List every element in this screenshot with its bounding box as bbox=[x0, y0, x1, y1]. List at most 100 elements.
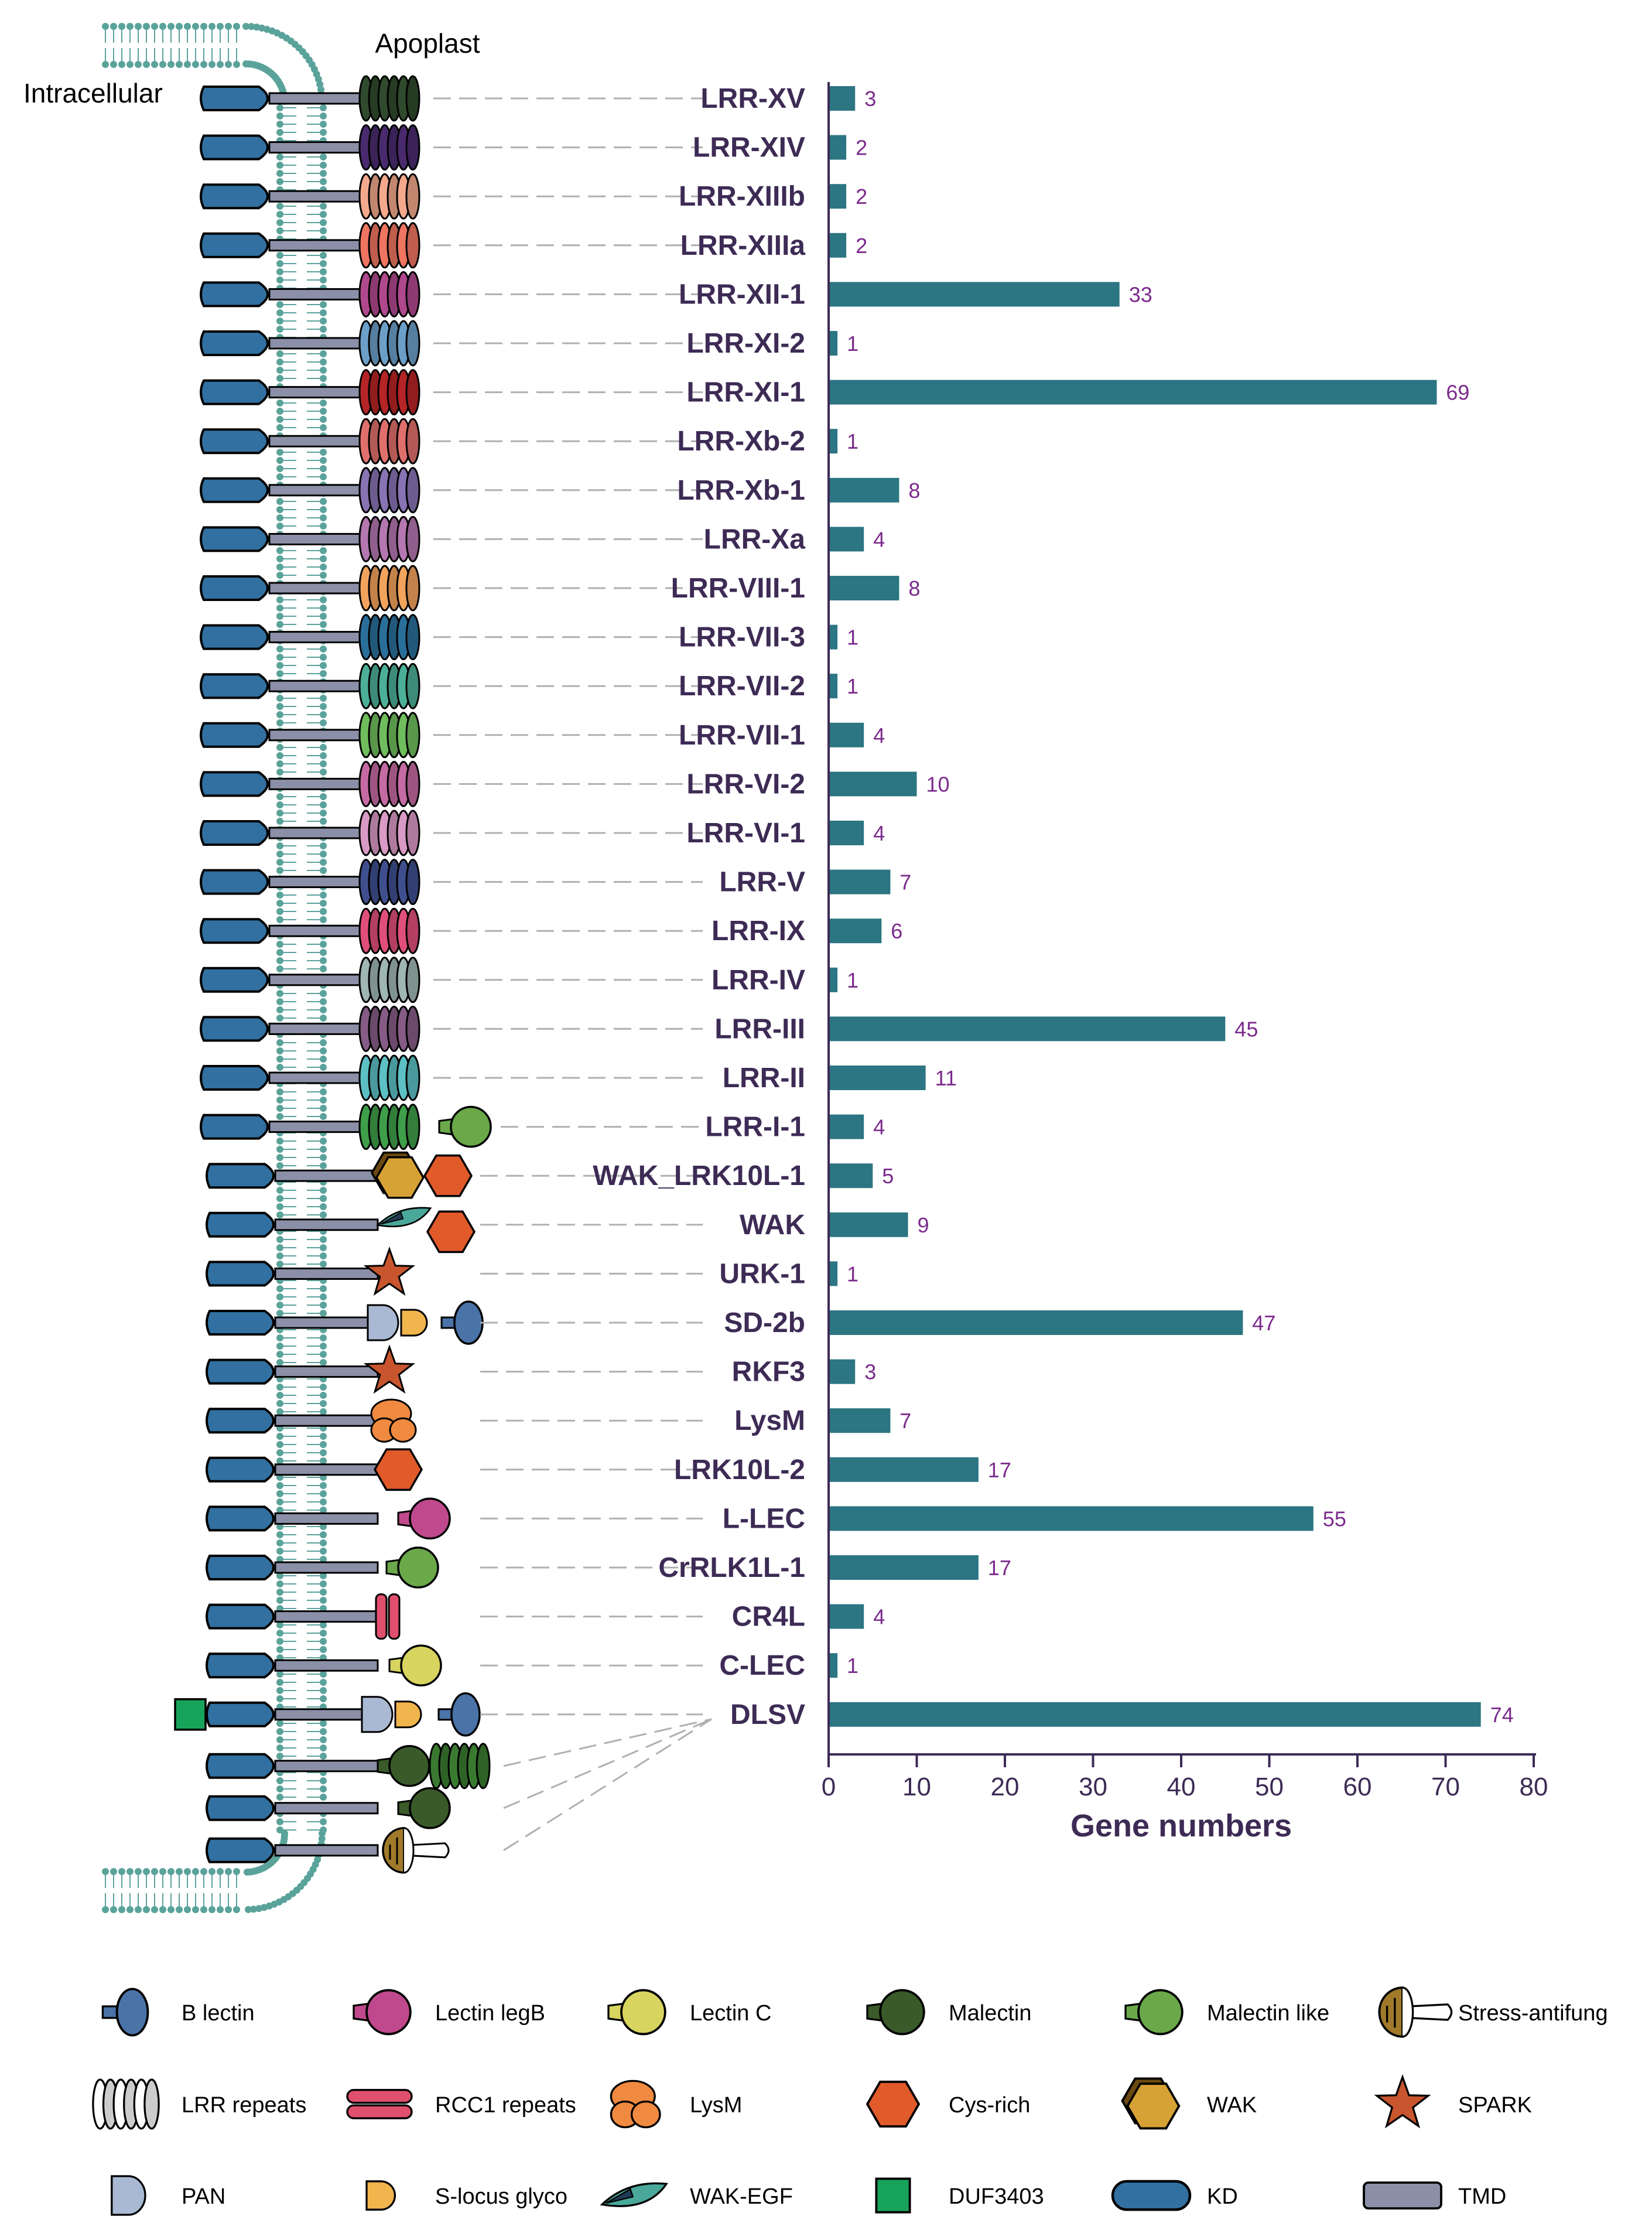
tmd-domain bbox=[268, 386, 373, 399]
value-label: 3 bbox=[864, 87, 876, 111]
value-label: 1 bbox=[847, 626, 859, 650]
value-label: 4 bbox=[873, 527, 885, 551]
kinase-domain bbox=[200, 722, 269, 748]
category-label: LysM bbox=[734, 1405, 805, 1436]
kd-icon bbox=[1111, 2180, 1192, 2211]
legend-label: LysM bbox=[690, 2093, 742, 2118]
kinase-domain bbox=[206, 1261, 275, 1287]
category-label: LRR-XIIIb bbox=[679, 181, 805, 212]
receptor-lrr-iii bbox=[200, 1005, 420, 1052]
bar bbox=[829, 821, 864, 845]
lysm-icon bbox=[610, 2079, 661, 2129]
receptor-rkf3 bbox=[206, 1344, 416, 1394]
value-label: 3 bbox=[864, 1360, 876, 1384]
category-label: LRR-VI-1 bbox=[686, 818, 805, 849]
legend-label: Stress-antifung bbox=[1458, 2001, 1608, 2026]
tmd-domain bbox=[268, 239, 373, 252]
legend-item-stress: Stress-antifung bbox=[1378, 1986, 1608, 2038]
kinase-domain bbox=[200, 1016, 269, 1042]
value-label: 8 bbox=[908, 576, 920, 600]
intracellular-label: Intracellular bbox=[23, 78, 163, 108]
category-label: SD-2b bbox=[724, 1307, 805, 1338]
kinase-domain bbox=[206, 1652, 275, 1679]
kinase-domain bbox=[206, 1753, 275, 1779]
kinase-domain bbox=[200, 575, 269, 601]
legend-label: WAK bbox=[1207, 2093, 1257, 2118]
kinase-domain bbox=[200, 330, 269, 356]
receptor-lrr-ix bbox=[200, 907, 420, 954]
kinase-domain bbox=[200, 869, 269, 895]
category-label: LRR-Xa bbox=[704, 524, 806, 555]
receptor-lrr-xv bbox=[200, 75, 420, 122]
value-label: 69 bbox=[1446, 381, 1469, 405]
category-label: LRR-XIIIa bbox=[680, 230, 806, 261]
kinase-domain bbox=[200, 232, 269, 258]
legend-item-tmd: TMD bbox=[1363, 2181, 1506, 2210]
value-label: 17 bbox=[988, 1556, 1011, 1580]
kinase-domain bbox=[200, 526, 269, 552]
category-label: LRR-VII-1 bbox=[679, 720, 805, 751]
kinase-domain bbox=[200, 428, 269, 455]
bar bbox=[829, 576, 899, 600]
legend-item-duf: DUF3403 bbox=[875, 2177, 1044, 2214]
legend-label: Lectin C bbox=[690, 2001, 771, 2026]
bar bbox=[829, 1359, 856, 1384]
kinase-domain bbox=[206, 1211, 275, 1238]
tmd-domain bbox=[268, 288, 373, 301]
legend-label: SPARK bbox=[1458, 2093, 1532, 2118]
receptor-lrr-vii-3 bbox=[200, 614, 420, 661]
bar bbox=[829, 1261, 838, 1286]
bar bbox=[829, 1506, 1314, 1531]
category-label: LRR-IX bbox=[712, 916, 805, 947]
tmd-domain bbox=[268, 582, 373, 595]
tmd-domain bbox=[268, 1071, 373, 1084]
receptor-lrr-xii-1 bbox=[200, 271, 420, 317]
category-label: LRR-V bbox=[719, 867, 805, 898]
tmd-domain bbox=[268, 190, 373, 203]
value-label: 2 bbox=[856, 136, 867, 160]
receptor-lysm bbox=[206, 1398, 417, 1443]
kinase-domain bbox=[206, 1837, 275, 1863]
value-label: 1 bbox=[847, 674, 859, 698]
tmd-domain bbox=[268, 435, 373, 448]
category-label: CR4L bbox=[732, 1602, 805, 1633]
receptor-lrr-xiiib bbox=[200, 173, 420, 220]
legend-label: KD bbox=[1207, 2184, 1238, 2209]
receptor-lrr-xi-2 bbox=[200, 320, 420, 367]
tmd-domain bbox=[268, 679, 373, 692]
tmd-domain bbox=[274, 1463, 379, 1476]
wak-icon bbox=[1121, 2077, 1181, 2130]
kinase-domain bbox=[200, 1065, 269, 1091]
value-label: 33 bbox=[1129, 282, 1152, 306]
receptor-c-lec bbox=[206, 1644, 442, 1686]
leader-line bbox=[503, 1718, 712, 1809]
category-label: LRR-Xb-1 bbox=[677, 475, 805, 506]
bar bbox=[829, 86, 856, 111]
value-label: 4 bbox=[873, 1115, 885, 1139]
x-tick-label: 20 bbox=[991, 1773, 1020, 1801]
bar bbox=[829, 527, 864, 552]
category-label: LRR-VIII-1 bbox=[671, 573, 805, 604]
receptor-sd-2b bbox=[206, 1300, 484, 1345]
bar bbox=[829, 1066, 926, 1090]
bar bbox=[829, 429, 838, 454]
legend-label: Lectin legB bbox=[435, 2001, 545, 2026]
legend-item-lrr: LRR repeats bbox=[92, 2078, 306, 2130]
receptor-lrr-i-1 bbox=[200, 1104, 492, 1150]
legend-label: LRR repeats bbox=[182, 2093, 306, 2118]
bar bbox=[829, 1408, 891, 1433]
category-label: CrRLK1L-1 bbox=[658, 1552, 805, 1583]
receptor-lrr-vii-1 bbox=[200, 712, 420, 759]
receptor-wak bbox=[206, 1207, 476, 1254]
tmd-domain bbox=[268, 337, 373, 350]
legend-item-lectinc: Lectin C bbox=[607, 1989, 771, 2036]
x-tick-label: 50 bbox=[1255, 1773, 1284, 1801]
category-label: LRR-VII-3 bbox=[679, 622, 805, 653]
kinase-domain bbox=[200, 183, 269, 210]
value-label: 9 bbox=[918, 1213, 929, 1237]
legend-label: Malectin bbox=[949, 2001, 1032, 2026]
x-tick-label: 60 bbox=[1343, 1773, 1372, 1801]
bar bbox=[829, 380, 1437, 405]
legend-label: TMD bbox=[1458, 2184, 1506, 2209]
tmd-domain bbox=[274, 1267, 379, 1280]
